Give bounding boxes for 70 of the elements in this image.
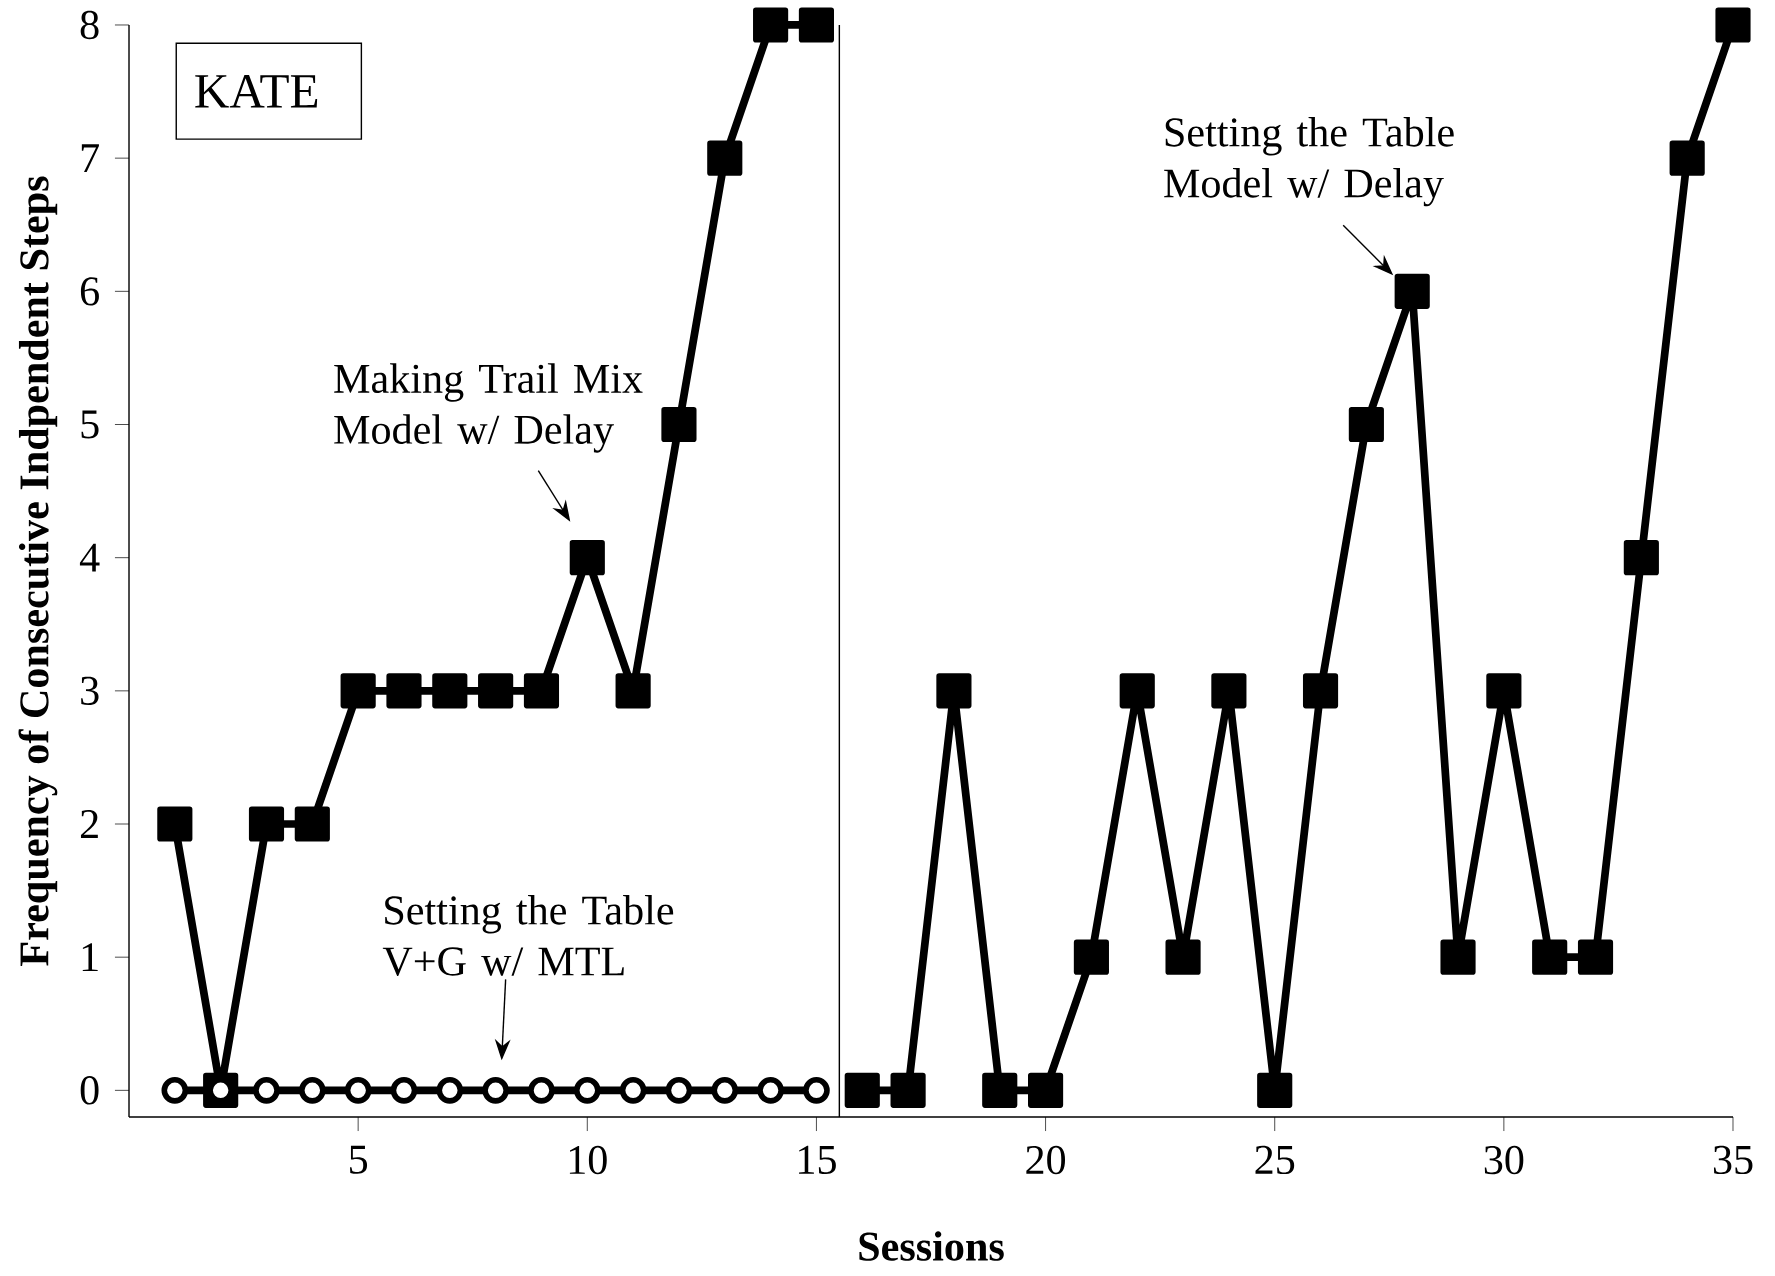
y-tick-label: 5 (81, 410, 99, 439)
point (386, 673, 422, 709)
y-tick-label: 3 (81, 676, 99, 705)
point (803, 1077, 830, 1104)
point (432, 673, 468, 709)
x-tick-label: 35 (1713, 1145, 1753, 1175)
point (1577, 939, 1614, 975)
y-tick-label: 4 (79, 543, 100, 572)
point (982, 1072, 1018, 1108)
point (890, 1072, 926, 1108)
point (1486, 673, 1522, 709)
point (1394, 273, 1430, 309)
point (1302, 673, 1339, 709)
point (482, 1077, 509, 1104)
point (1669, 140, 1705, 176)
annotation: Setting the Table V+G w/ MTL (382, 895, 674, 976)
point (1257, 1072, 1293, 1108)
point (707, 140, 743, 176)
annotation: Making Trail Mix Model w/ Delay (334, 363, 643, 453)
point (936, 673, 972, 709)
point (753, 7, 789, 43)
point (298, 1077, 326, 1104)
annotation: Setting the Table Model w/ Delay (1164, 117, 1454, 207)
point (569, 540, 605, 576)
point (619, 1077, 647, 1104)
point (1715, 7, 1751, 43)
x-tick-label: 5 (350, 1145, 368, 1174)
y-tick-label: 0 (80, 1076, 99, 1105)
point (573, 1077, 601, 1104)
point (1028, 1072, 1064, 1108)
x-tick-label: 10 (569, 1145, 607, 1175)
point (294, 806, 330, 842)
point (248, 806, 285, 842)
point (344, 1077, 372, 1104)
point (523, 673, 560, 709)
x-tick-label: 25 (1255, 1145, 1295, 1175)
point (161, 1077, 189, 1104)
point (1532, 939, 1568, 975)
point (340, 673, 376, 709)
y-tick-label: 1 (82, 943, 98, 972)
x-tick-label: 30 (1484, 1145, 1524, 1175)
point (661, 406, 697, 443)
point (615, 673, 651, 709)
point (711, 1077, 739, 1104)
point (478, 673, 514, 709)
point (1348, 406, 1384, 443)
x-axis-title: Sessions (859, 1231, 1004, 1261)
point (1073, 939, 1109, 975)
point (665, 1077, 693, 1104)
y-tick-label: 6 (80, 277, 99, 306)
point (1119, 673, 1155, 709)
point (844, 1072, 880, 1108)
point (1165, 939, 1201, 975)
point (1440, 939, 1476, 975)
point (1623, 540, 1659, 576)
y-tick-label: 2 (80, 810, 98, 838)
annotation: KATE (195, 74, 318, 108)
point (528, 1077, 555, 1104)
y-axis-title: Frequency of Consecutive Indpendent Steps (18, 176, 58, 966)
point (757, 1077, 784, 1104)
point (1211, 673, 1247, 709)
point (798, 7, 834, 43)
point (157, 806, 193, 842)
point (390, 1077, 418, 1104)
point (253, 1077, 280, 1104)
x-tick-label: 15 (799, 1145, 836, 1175)
y-tick-label: 8 (80, 10, 99, 40)
x-tick-label: 20 (1026, 1145, 1066, 1175)
point (436, 1077, 464, 1104)
y-tick-label: 7 (81, 144, 99, 172)
